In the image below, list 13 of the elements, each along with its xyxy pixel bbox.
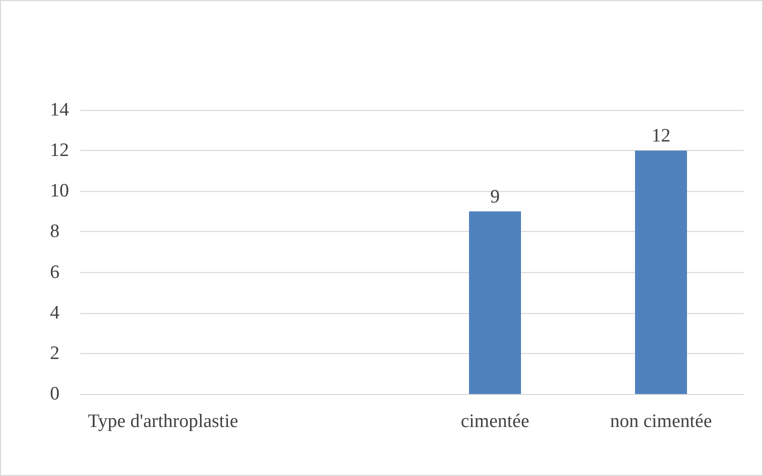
x-tick-label: non cimentée bbox=[610, 411, 712, 432]
y-tick-label: 10 bbox=[50, 180, 69, 202]
y-tick-label: 6 bbox=[50, 262, 60, 283]
y-tick-label: 0 bbox=[50, 384, 60, 404]
y-tick-label: 14 bbox=[50, 100, 70, 120]
data-label: 9 bbox=[490, 186, 500, 208]
y-tick-label: 2 bbox=[50, 342, 60, 364]
y-tick-label: 12 bbox=[50, 140, 69, 162]
x-tick-label: cimentée bbox=[460, 411, 530, 432]
y-tick-label: 8 bbox=[50, 221, 60, 242]
x-tick-label: Type d'arthroplastie bbox=[88, 411, 238, 432]
y-tick-label: 4 bbox=[50, 302, 60, 324]
data-label: 12 bbox=[652, 126, 670, 147]
